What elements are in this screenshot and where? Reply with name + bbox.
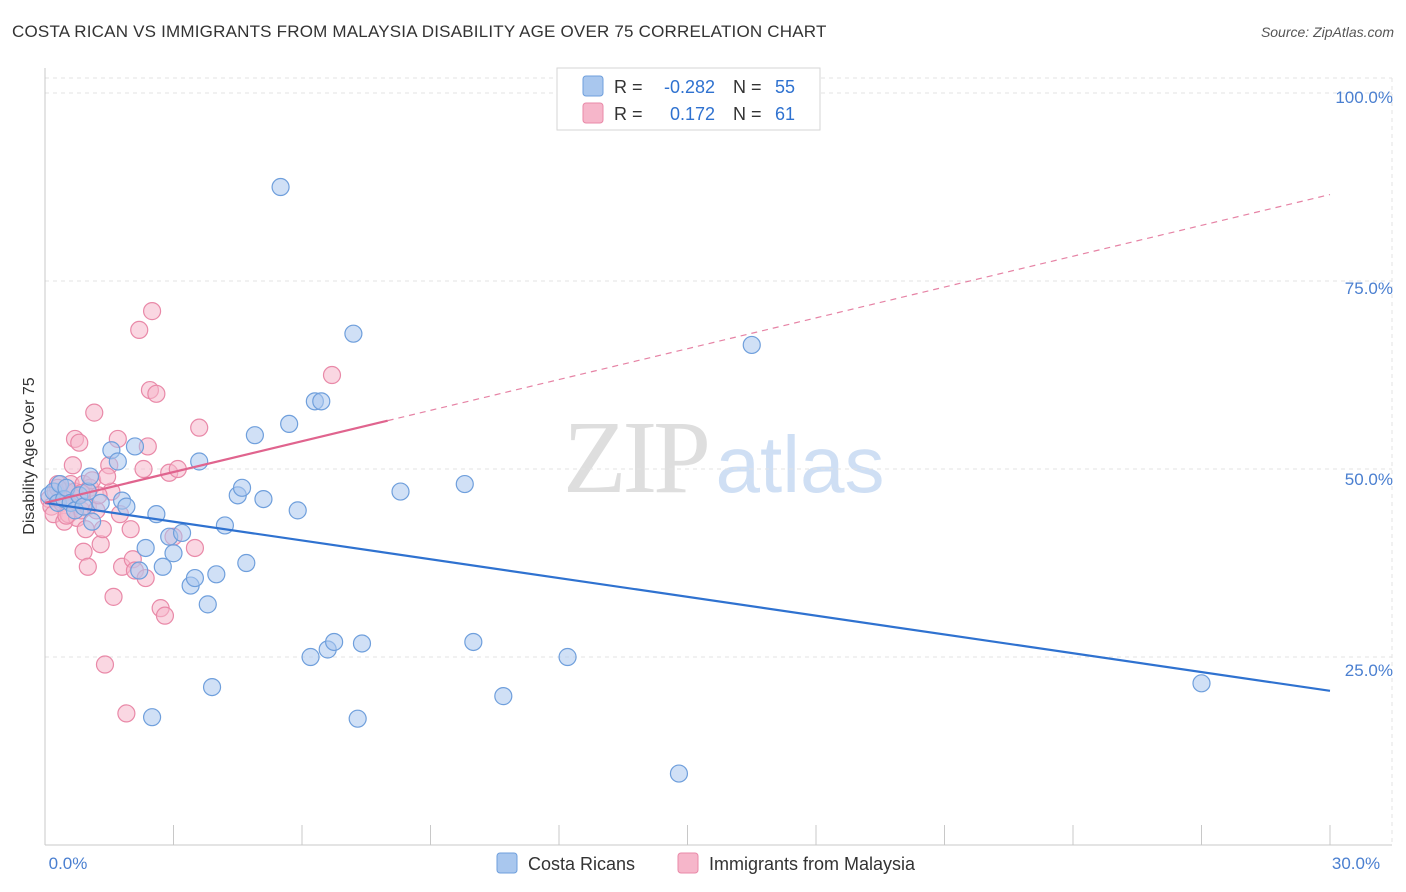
data-point-blue <box>455 474 474 494</box>
data-point-blue <box>464 632 483 652</box>
data-point-blue <box>1192 674 1211 693</box>
data-point-pink <box>130 320 149 340</box>
legend-r-label: R = <box>614 104 643 124</box>
data-point-pink <box>185 538 205 558</box>
data-point-blue <box>185 568 205 588</box>
axes <box>44 68 1392 846</box>
series-costa-ricans <box>40 177 1211 783</box>
data-point-pink <box>74 542 93 561</box>
data-point-blue <box>352 634 372 653</box>
data-point-pink <box>91 535 110 554</box>
y-tick-label-50: 50.0% <box>1345 470 1393 489</box>
data-point-pink <box>322 365 342 385</box>
data-point-pink <box>85 403 104 422</box>
bottom-legend-label-pink: Immigrants from Malaysia <box>709 854 916 874</box>
data-point-pink <box>134 459 153 479</box>
data-point-blue <box>142 708 162 727</box>
legend-r-label: R = <box>614 77 643 97</box>
legend-r-value-blue: -0.282 <box>664 77 715 97</box>
data-point-blue <box>254 489 273 509</box>
data-point-blue <box>232 478 252 497</box>
bottom-legend-swatch-blue <box>496 852 518 874</box>
data-point-blue <box>348 709 367 728</box>
legend-swatch-blue <box>582 75 604 97</box>
data-point-blue <box>301 647 320 667</box>
watermark-zip: ZIP <box>563 400 707 515</box>
legend-n-label: N = <box>733 77 762 97</box>
trend-line-malaysia-dashed <box>387 193 1331 422</box>
data-point-blue <box>164 544 183 563</box>
data-point-pink <box>104 587 123 606</box>
data-point-blue <box>245 426 264 445</box>
data-point-blue <box>202 677 222 697</box>
data-point-pink <box>117 704 136 723</box>
data-point-blue <box>280 414 299 434</box>
legend-n-label: N = <box>733 104 762 124</box>
data-point-blue <box>215 516 234 535</box>
data-point-blue <box>558 647 577 667</box>
data-point-pink <box>155 606 175 625</box>
data-point-pink <box>95 655 115 674</box>
trend-line-costa-ricans <box>44 501 1331 692</box>
legend-box: R = -0.282 N = 55 R = 0.172 N = 61 <box>556 67 821 131</box>
trend-line-malaysia-solid <box>44 419 388 504</box>
data-point-pink <box>78 557 97 576</box>
data-point-blue <box>312 392 331 411</box>
data-point-blue <box>494 687 513 706</box>
data-point-blue <box>136 538 155 558</box>
data-point-blue <box>117 497 136 516</box>
y-axis-label: Disability Age Over 75 <box>21 377 38 535</box>
x-tick-label-max: 30.0% <box>1332 854 1380 873</box>
trend-lines <box>44 193 1331 692</box>
legend-n-value-pink: 61 <box>775 104 795 124</box>
data-point-pink <box>70 433 89 452</box>
y-tick-label-75: 75.0% <box>1345 279 1393 298</box>
data-point-blue <box>271 177 290 197</box>
data-point-blue <box>742 335 761 355</box>
legend-r-value-pink: 0.172 <box>670 104 715 124</box>
data-point-pink <box>98 467 117 486</box>
data-point-blue <box>288 501 307 520</box>
data-point-blue <box>108 452 127 471</box>
legend-n-value-blue: 55 <box>775 77 795 97</box>
data-point-blue <box>153 557 172 576</box>
data-point-pink <box>142 302 162 321</box>
y-tick-label-100: 100.0% <box>1335 88 1393 107</box>
data-point-pink <box>147 384 166 403</box>
bottom-legend: Costa Ricans Immigrants from Malaysia <box>496 852 916 874</box>
data-point-blue <box>125 437 145 456</box>
legend-swatch-pink <box>582 102 604 124</box>
data-point-blue <box>83 512 102 531</box>
data-point-blue <box>130 561 149 580</box>
data-point-blue <box>198 595 217 614</box>
data-point-blue <box>325 632 344 652</box>
data-point-blue <box>207 565 226 584</box>
source-label: Source: ZipAtlas.com <box>1260 24 1394 40</box>
bottom-legend-swatch-pink <box>677 852 699 874</box>
y-tick-label-25: 25.0% <box>1345 661 1393 680</box>
chart-title: COSTA RICAN VS IMMIGRANTS FROM MALAYSIA … <box>12 22 827 41</box>
data-point-pink <box>63 456 82 475</box>
data-point-pink <box>190 418 209 437</box>
data-point-blue <box>669 764 689 783</box>
x-tick-label-min: 0.0% <box>49 854 88 873</box>
data-point-pink <box>121 520 140 539</box>
data-point-blue <box>344 324 363 343</box>
data-point-blue <box>172 523 192 543</box>
data-point-blue <box>80 467 100 486</box>
watermark-atlas: atlas <box>716 420 885 509</box>
data-point-blue <box>391 482 410 501</box>
data-point-blue <box>237 553 256 573</box>
data-point-blue <box>91 493 110 512</box>
bottom-legend-label-blue: Costa Ricans <box>528 854 635 874</box>
